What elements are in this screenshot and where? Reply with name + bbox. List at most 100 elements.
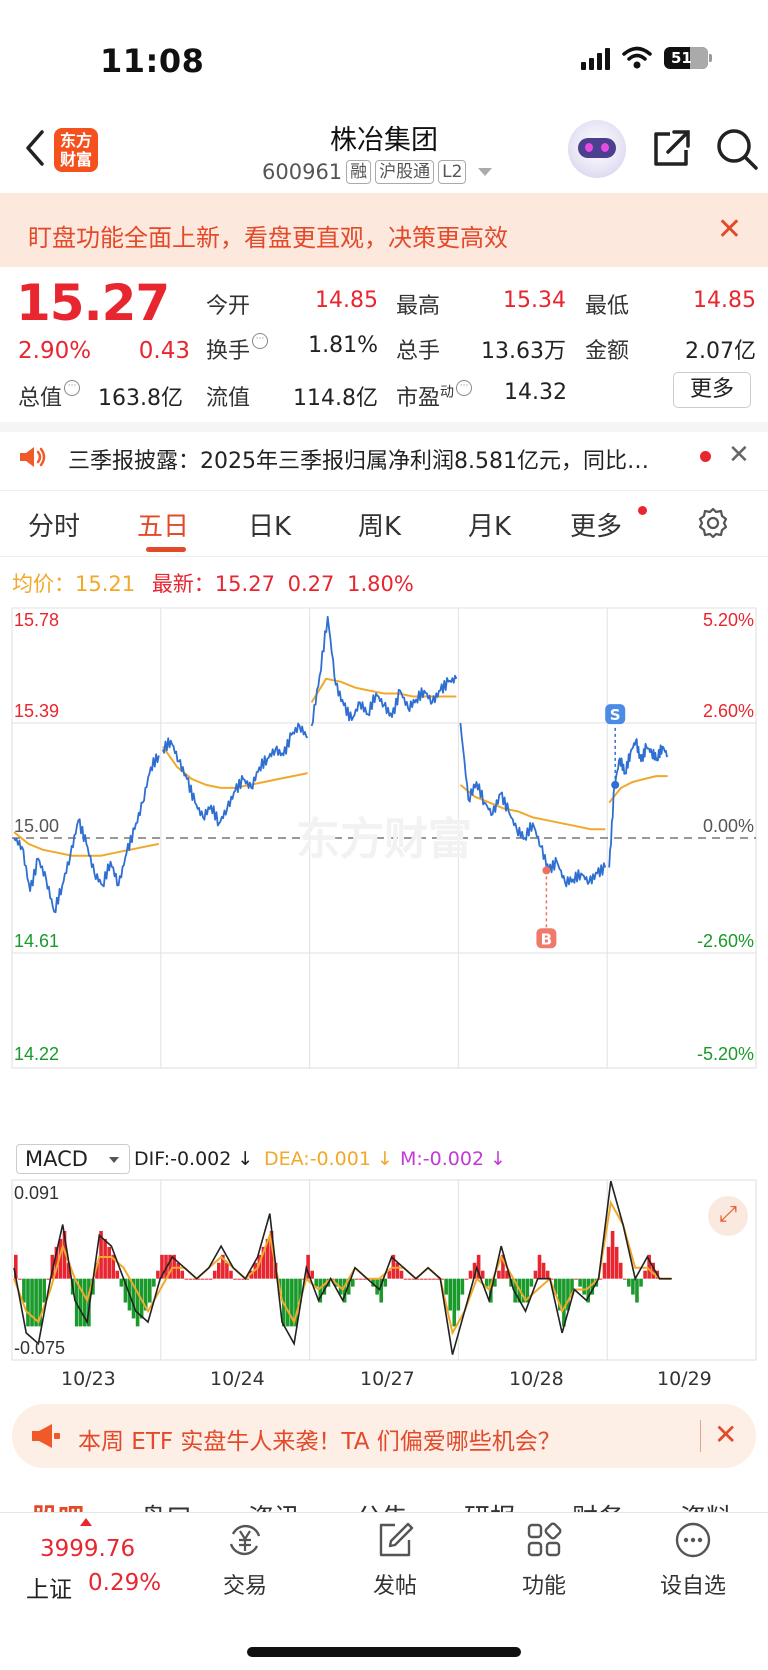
date-label: 10/23 <box>61 1368 116 1390</box>
macd-histogram-bar <box>383 1278 388 1287</box>
y-tick-label: 14.61 <box>14 931 59 951</box>
tab-intraday[interactable]: 分时 <box>28 512 81 542</box>
add-watchlist-button[interactable]: 设自选 <box>648 1520 738 1600</box>
macd-histogram-bar <box>107 1246 111 1279</box>
macd-histogram-bar <box>399 1270 404 1279</box>
avg-price-line <box>459 784 606 831</box>
macd-histogram-bar <box>156 1270 160 1279</box>
macd-histogram-bar <box>245 1278 250 1280</box>
macd-histogram-bar <box>549 1278 554 1280</box>
tab-news[interactable]: 资讯 <box>248 1498 300 1514</box>
index-name[interactable]: 上证 <box>26 1577 72 1603</box>
indicator-selector[interactable]: MACD <box>16 1144 130 1174</box>
date-label: 10/27 <box>360 1368 415 1390</box>
buy-marker-dot <box>542 866 551 875</box>
macd-histogram-bar <box>42 1278 47 1303</box>
feature-banner[interactable] <box>0 193 768 267</box>
macd-histogram-bar <box>50 1254 55 1279</box>
tab-research[interactable]: 研报 <box>464 1498 516 1514</box>
pe-label: 市盈动 ··· <box>396 380 473 412</box>
macd-histogram-bar <box>14 1254 18 1279</box>
news-ticker[interactable]: 三季报披露：2025年三季报归属净利润8.581亿元，同比… <box>68 449 649 474</box>
macd-histogram-bar <box>558 1278 562 1311</box>
macd-histogram-bar <box>590 1278 595 1295</box>
close-icon[interactable]: ✕ <box>728 440 750 470</box>
price-line <box>459 722 607 888</box>
stock-code-row[interactable]: 600961 融 沪股通 L2 <box>262 160 493 184</box>
info-icon[interactable]: ··· <box>252 333 269 349</box>
macd-histogram-bar <box>647 1254 651 1279</box>
macd-histogram-bar <box>460 1278 465 1295</box>
tab-monthly-k[interactable]: 月K <box>468 512 512 542</box>
info-icon[interactable]: ··· <box>64 380 81 396</box>
gear-icon[interactable] <box>696 506 730 540</box>
macd-histogram-bar <box>115 1270 120 1279</box>
tab-orderbook[interactable]: 盘口 <box>140 1498 192 1514</box>
macd-histogram-bar <box>212 1270 217 1279</box>
macd-histogram-bar <box>501 1254 505 1279</box>
macd-histogram-bar <box>34 1278 38 1327</box>
close-icon[interactable]: ✕ <box>716 212 742 247</box>
macd-histogram-bar <box>424 1278 428 1280</box>
stock-code: 600961 <box>262 160 343 184</box>
macd-histogram-bar <box>286 1278 290 1327</box>
content-tabs[interactable]: 股吧 盘口 资讯 公告 研报 财务 资料 <box>0 1490 768 1514</box>
macd-histogram-bar <box>553 1278 558 1295</box>
active-tab-indicator <box>146 547 186 552</box>
macd-histogram-bar <box>513 1278 517 1303</box>
assistant-robot-icon[interactable] <box>568 120 626 178</box>
macd-histogram-bar <box>419 1278 424 1280</box>
tab-profile[interactable]: 资料 <box>680 1498 732 1514</box>
macd-histogram-bar <box>257 1254 262 1279</box>
open-label: 今开 <box>206 294 251 319</box>
tab-more[interactable]: 更多 <box>570 512 623 542</box>
trade-button[interactable]: 交易 <box>200 1520 290 1600</box>
share-icon[interactable] <box>650 128 692 170</box>
latest-pct: 1.80% <box>347 572 414 596</box>
back-icon[interactable] <box>20 128 50 168</box>
pe-value: 14.32 <box>504 380 567 405</box>
macd-histogram-bar <box>493 1278 497 1287</box>
y-tick-label-pct: 5.20% <box>703 610 754 630</box>
macd-dea: DEA:-0.001 ↓ <box>264 1148 393 1170</box>
macd-histogram-bar <box>99 1230 103 1279</box>
macd-histogram-bar <box>631 1278 635 1295</box>
avg-price-line <box>608 775 668 804</box>
tab-guba[interactable]: 股吧 <box>32 1498 84 1514</box>
up-arrow-icon <box>80 1518 92 1526</box>
float-cap-label: 流值 <box>206 386 251 411</box>
macd-histogram-bar <box>62 1230 67 1279</box>
index-change[interactable]: 0.29% <box>88 1570 162 1596</box>
functions-button[interactable]: 功能 <box>499 1520 589 1600</box>
macd-histogram-bar <box>541 1262 546 1279</box>
date-label: 10/28 <box>509 1368 564 1390</box>
macd-histogram-bar <box>290 1278 294 1327</box>
post-button[interactable]: 发帖 <box>350 1520 440 1600</box>
tab-finance[interactable]: 财务 <box>572 1498 624 1514</box>
tab-announcements[interactable]: 公告 <box>356 1498 408 1514</box>
macd-histogram-bar <box>233 1278 237 1280</box>
info-icon[interactable]: ··· <box>456 380 473 396</box>
macd-histogram-bar <box>95 1262 99 1279</box>
index-value[interactable]: 3999.76 <box>40 1536 136 1562</box>
tab-five-day[interactable]: 五日 <box>137 512 190 542</box>
macd-histogram-bar <box>355 1278 359 1280</box>
search-icon[interactable] <box>714 126 760 172</box>
close-icon[interactable]: ✕ <box>714 1418 738 1451</box>
low-label: 最低 <box>585 294 630 319</box>
macd-histogram-bar <box>322 1278 327 1295</box>
macd-chart[interactable]: 0.091 -0.075 <box>0 1178 768 1364</box>
divider <box>0 490 768 491</box>
macd-histogram-bar <box>480 1270 485 1279</box>
tab-weekly-k[interactable]: 周K <box>358 512 402 542</box>
five-day-price-chart[interactable]: 15.78 5.20% 15.39 2.60% 15.00 0.00% 14.61 -2.60… <box>0 598 768 1143</box>
price-line <box>13 753 160 914</box>
macd-histogram-bar <box>537 1254 542 1279</box>
divider <box>0 556 768 557</box>
etf-promo-banner[interactable] <box>12 1404 756 1468</box>
expand-icon[interactable]: ⤢ <box>708 1196 748 1236</box>
tab-daily-k[interactable]: 日K <box>248 512 292 542</box>
more-button[interactable]: 更多 <box>673 372 751 408</box>
macd-histogram-bar <box>58 1238 63 1279</box>
macd-histogram-bar <box>651 1262 655 1279</box>
